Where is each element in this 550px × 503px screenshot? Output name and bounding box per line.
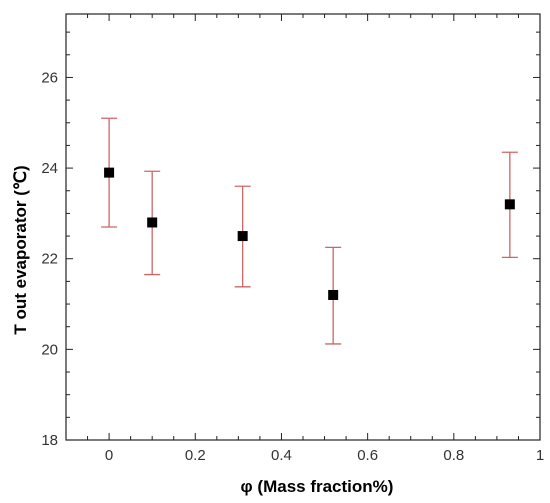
data-point [504, 199, 515, 210]
y-tick-label: 18 [41, 432, 58, 449]
plot-frame [65, 13, 541, 441]
y-tick-label: 26 [41, 69, 58, 86]
data-points [104, 167, 515, 300]
data-point [104, 167, 115, 178]
y-axis-ticks: 18 20 22 24 26 [41, 31, 540, 449]
x-axis-ticks: 0 0.2 0.4 0.6 0.8 1 [65, 14, 544, 464]
x-tick-label: 0.6 [357, 447, 378, 464]
y-tick-label: 22 [41, 251, 58, 268]
y-tick-label: 24 [41, 160, 58, 177]
x-tick-label: 0.4 [271, 447, 292, 464]
data-point [328, 289, 339, 300]
y-tick-label: 20 [41, 341, 58, 358]
x-tick-label: 0.8 [443, 447, 464, 464]
plot-border [65, 13, 541, 441]
y-axis-label: T out evaporator (℃) [11, 165, 30, 334]
x-tick-label: 1 [536, 447, 544, 464]
error-bars [101, 117, 518, 345]
x-tick-label: 0 [105, 447, 113, 464]
data-point [237, 231, 248, 242]
data-point [147, 217, 158, 228]
x-tick-label: 0.2 [185, 447, 206, 464]
x-axis-label: φ (Mass fraction%) [241, 477, 394, 496]
